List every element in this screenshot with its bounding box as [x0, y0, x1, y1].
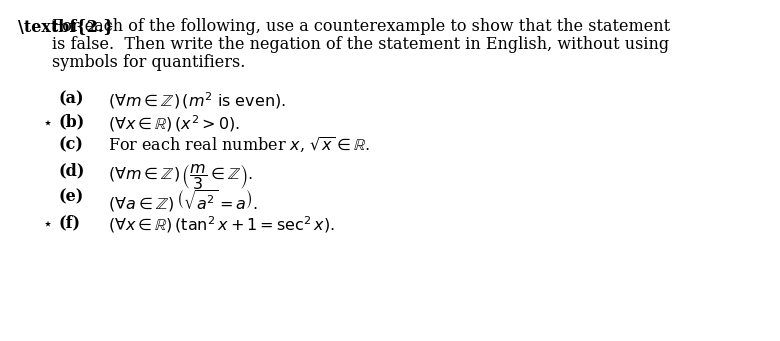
Text: $(\forall a \in \mathbb{Z})\, \left(\sqrt{a^2} = a\right).$: $(\forall a \in \mathbb{Z})\, \left(\sqr…: [108, 188, 258, 214]
Text: (a): (a): [58, 90, 83, 107]
Text: (b): (b): [58, 113, 84, 130]
Text: is false.  Then write the negation of the statement in English, without using: is false. Then write the negation of the…: [52, 36, 669, 53]
Text: For each of the following, use a counterexample to show that the statement: For each of the following, use a counter…: [52, 18, 670, 35]
Text: $\star$: $\star$: [42, 214, 52, 231]
Text: For each real number $x$, $\sqrt{x} \in \mathbb{R}.$: For each real number $x$, $\sqrt{x} \in …: [108, 136, 370, 155]
Text: (e): (e): [58, 188, 83, 205]
Text: $\star$: $\star$: [42, 113, 52, 130]
Text: $(\forall x \in \mathbb{R})\, (x^2 > 0).$: $(\forall x \in \mathbb{R})\, (x^2 > 0).…: [108, 113, 240, 134]
Text: symbols for quantifiers.: symbols for quantifiers.: [52, 54, 246, 71]
Text: $(\forall m \in \mathbb{Z})\, \left(\dfrac{m}{3} \in \mathbb{Z}\right).$: $(\forall m \in \mathbb{Z})\, \left(\dfr…: [108, 162, 253, 192]
Text: \textbf{2.}: \textbf{2.}: [18, 18, 114, 35]
Text: $(\forall m \in \mathbb{Z})\, (m^2 \text{ is even}).$: $(\forall m \in \mathbb{Z})\, (m^2 \text…: [108, 90, 285, 111]
Text: (f): (f): [58, 214, 80, 231]
Text: (c): (c): [58, 136, 83, 153]
Text: $(\forall x \in \mathbb{R})\, (\tan^2 x + 1 = \sec^2 x).$: $(\forall x \in \mathbb{R})\, (\tan^2 x …: [108, 214, 335, 235]
Text: (d): (d): [58, 162, 84, 179]
